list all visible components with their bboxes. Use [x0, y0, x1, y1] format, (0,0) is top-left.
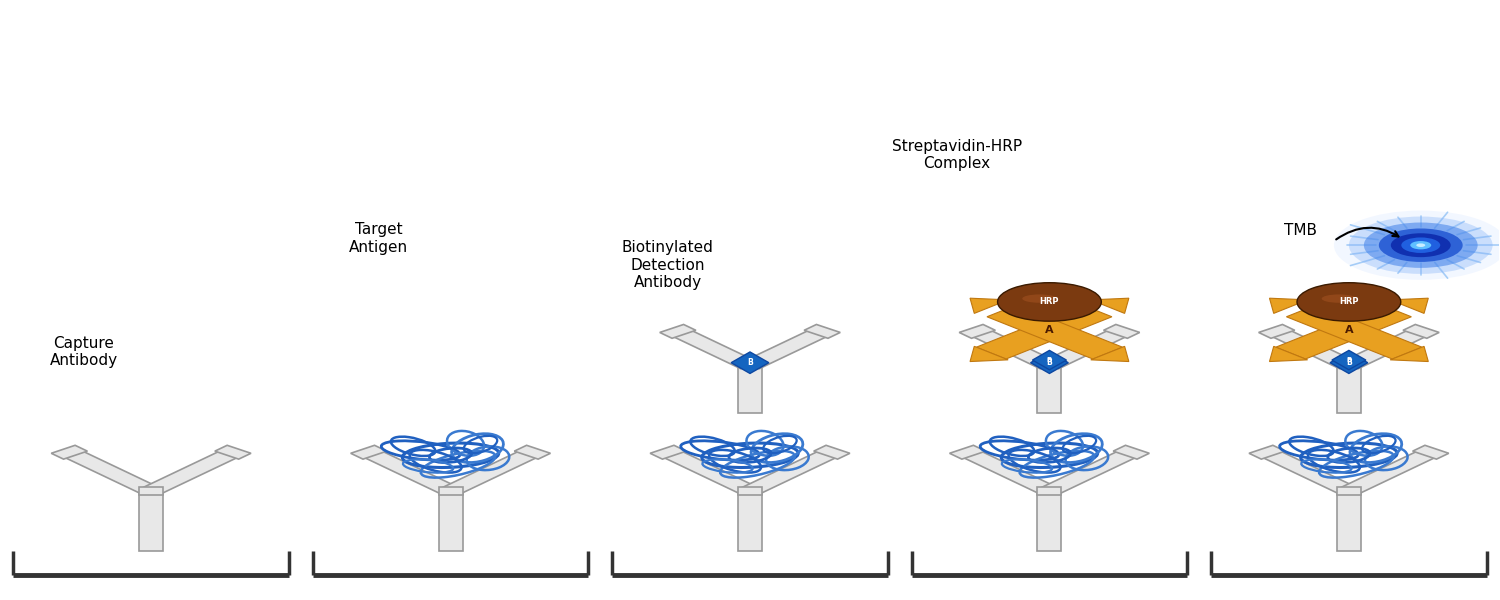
- Ellipse shape: [1298, 283, 1401, 321]
- Text: A: A: [1344, 325, 1353, 335]
- Circle shape: [1334, 211, 1500, 280]
- Polygon shape: [1336, 487, 1360, 495]
- Text: Biotinylated
Detection
Antibody: Biotinylated Detection Antibody: [621, 240, 714, 290]
- Polygon shape: [438, 491, 462, 551]
- Polygon shape: [813, 445, 850, 459]
- Polygon shape: [958, 449, 1059, 494]
- Polygon shape: [441, 449, 542, 494]
- Circle shape: [1378, 229, 1462, 262]
- Polygon shape: [968, 328, 1059, 369]
- Polygon shape: [140, 491, 164, 551]
- Text: HRP: HRP: [1340, 298, 1359, 307]
- Polygon shape: [950, 445, 986, 459]
- Polygon shape: [1276, 305, 1412, 359]
- Polygon shape: [1090, 298, 1130, 313]
- Polygon shape: [738, 487, 762, 495]
- Polygon shape: [142, 449, 242, 494]
- Polygon shape: [1258, 449, 1358, 494]
- Text: Streptavidin-HRP
Complex: Streptavidin-HRP Complex: [891, 139, 1022, 171]
- Polygon shape: [738, 365, 762, 413]
- Polygon shape: [1336, 491, 1360, 551]
- Polygon shape: [514, 445, 550, 459]
- Polygon shape: [1268, 328, 1358, 369]
- Polygon shape: [1090, 346, 1130, 362]
- Circle shape: [1348, 217, 1492, 274]
- Polygon shape: [1030, 352, 1068, 373]
- Polygon shape: [1113, 445, 1149, 459]
- Polygon shape: [60, 449, 160, 494]
- Polygon shape: [438, 487, 462, 495]
- Polygon shape: [970, 298, 1008, 313]
- Ellipse shape: [1322, 295, 1356, 303]
- Polygon shape: [1340, 449, 1440, 494]
- Text: B: B: [1047, 357, 1052, 363]
- Polygon shape: [650, 445, 687, 459]
- Polygon shape: [214, 445, 250, 459]
- Polygon shape: [1038, 365, 1062, 413]
- Polygon shape: [1336, 365, 1360, 413]
- Polygon shape: [1332, 350, 1366, 370]
- Polygon shape: [970, 346, 1008, 362]
- Polygon shape: [738, 491, 762, 551]
- Polygon shape: [51, 445, 87, 459]
- Polygon shape: [730, 352, 770, 373]
- Polygon shape: [660, 325, 696, 338]
- Polygon shape: [1250, 445, 1286, 459]
- Text: B: B: [1346, 358, 1352, 367]
- Text: B: B: [747, 358, 753, 367]
- Polygon shape: [1041, 328, 1131, 369]
- Text: B: B: [1347, 357, 1352, 363]
- Polygon shape: [1032, 350, 1066, 370]
- Circle shape: [1390, 233, 1450, 257]
- Polygon shape: [741, 328, 831, 369]
- Polygon shape: [1287, 305, 1422, 359]
- Polygon shape: [1413, 445, 1449, 459]
- Polygon shape: [1041, 449, 1140, 494]
- Polygon shape: [1269, 298, 1308, 313]
- Circle shape: [1401, 238, 1440, 253]
- Polygon shape: [1390, 298, 1428, 313]
- Polygon shape: [1038, 487, 1062, 495]
- Polygon shape: [1330, 352, 1368, 373]
- Text: B: B: [1047, 358, 1053, 367]
- Polygon shape: [804, 325, 840, 338]
- Circle shape: [1410, 241, 1431, 250]
- Polygon shape: [658, 449, 759, 494]
- Polygon shape: [1402, 325, 1438, 338]
- Circle shape: [1364, 223, 1478, 268]
- Polygon shape: [1269, 346, 1308, 362]
- Polygon shape: [976, 305, 1112, 359]
- Polygon shape: [360, 449, 459, 494]
- Polygon shape: [741, 449, 842, 494]
- Polygon shape: [140, 487, 164, 495]
- Polygon shape: [1390, 346, 1428, 362]
- Text: TMB: TMB: [1284, 223, 1317, 238]
- Polygon shape: [351, 445, 387, 459]
- Text: HRP: HRP: [1040, 298, 1059, 307]
- Polygon shape: [1258, 325, 1294, 338]
- Text: Target
Antigen: Target Antigen: [350, 223, 408, 255]
- Polygon shape: [958, 325, 996, 338]
- Polygon shape: [987, 305, 1122, 359]
- Polygon shape: [669, 328, 759, 369]
- Polygon shape: [1038, 491, 1062, 551]
- Ellipse shape: [1023, 295, 1058, 303]
- Ellipse shape: [998, 283, 1101, 321]
- Text: A: A: [1046, 325, 1054, 335]
- Circle shape: [1416, 244, 1425, 247]
- Text: Capture
Antibody: Capture Antibody: [50, 336, 118, 368]
- Polygon shape: [1104, 325, 1140, 338]
- Polygon shape: [1340, 328, 1430, 369]
